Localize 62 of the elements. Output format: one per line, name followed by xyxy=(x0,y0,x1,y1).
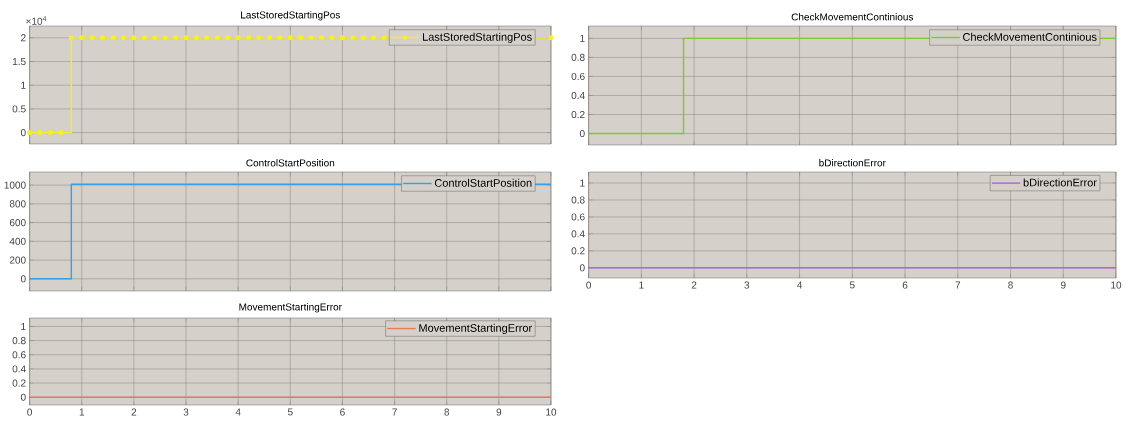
legend-label: bDirectionError xyxy=(1023,178,1097,187)
y-tick-label: 0.4 xyxy=(571,91,585,100)
y-tick-label: 1000 xyxy=(4,181,26,189)
y-tick-label: 0.6 xyxy=(12,351,26,359)
y-tick-label: 0 xyxy=(20,129,26,137)
y-tick-label: 1 xyxy=(580,179,585,187)
y-tick-label: 0.5 xyxy=(12,105,26,113)
y-tick-label: 0.4 xyxy=(12,365,26,373)
x-tick-label: 3 xyxy=(744,281,750,289)
x-tick-label: 6 xyxy=(340,408,345,416)
chart-title: MovementStartingError xyxy=(239,303,342,313)
chart-title: bDirectionError xyxy=(819,159,886,167)
y-tick-label: 200 xyxy=(9,256,26,264)
x-tick-label: 4 xyxy=(235,408,241,416)
y-tick-label: 0.6 xyxy=(571,72,585,80)
y-tick-label: 0 xyxy=(579,264,585,272)
x-tick-label: 8 xyxy=(444,408,450,416)
y-tick-label: 0.2 xyxy=(12,379,26,387)
x-tick-label: 1 xyxy=(79,408,85,416)
x-tick-label: 2 xyxy=(131,408,137,416)
x-tick-label: 1 xyxy=(639,281,644,289)
x-tick-label: 7 xyxy=(392,408,397,416)
x-tick-label: 4 xyxy=(797,281,803,289)
legend-label: ControlStartPosition xyxy=(434,178,532,187)
x-tick-label: 10 xyxy=(546,408,557,416)
x-tick-label: 5 xyxy=(849,281,855,289)
legend-label: CheckMovementContinious xyxy=(963,32,1097,41)
y-tick-label: 0 xyxy=(20,393,26,401)
y-tick-label: 0 xyxy=(20,275,26,283)
x-tick-label: 6 xyxy=(902,281,908,289)
y-tick-label: 0.8 xyxy=(12,337,26,345)
x-tick-label: 9 xyxy=(1060,281,1066,289)
y-tick-label: 2 xyxy=(21,34,26,42)
y-tick-label: 1.5 xyxy=(12,58,26,66)
x-tick-label: 8 xyxy=(1008,281,1013,289)
x-tick-label: 2 xyxy=(691,281,697,289)
y-tick-label: 0.4 xyxy=(571,230,585,238)
legend-label: MovementStartingError xyxy=(419,323,532,335)
x-tick-label: 10 xyxy=(1111,281,1122,289)
y-tick-label: 0.2 xyxy=(571,110,585,119)
y-tick-label: 1 xyxy=(21,323,26,330)
y-tick-label: 0.6 xyxy=(571,213,585,221)
y-tick-label: 0 xyxy=(579,130,585,138)
y-tick-label: 800 xyxy=(9,200,26,208)
y-tick-label: 600 xyxy=(9,219,26,227)
chart-title: LastStoredStartingPos xyxy=(241,11,340,21)
chart-title: CheckMovementContinious xyxy=(791,13,914,21)
x-tick-label: 9 xyxy=(496,408,502,416)
y-tick-label: 400 xyxy=(9,237,26,245)
text: ×10$^{4}$ xyxy=(26,16,47,25)
legend-label: LastStoredStartingPos xyxy=(423,32,532,43)
x-tick-label: 0 xyxy=(586,281,591,289)
y-tick-label: 0.8 xyxy=(571,53,585,61)
y-tick-label: 1 xyxy=(580,34,585,42)
y-tick-label: 0.2 xyxy=(571,247,585,255)
chart-title: ControlStartPosition xyxy=(246,159,335,167)
x-tick-label: 7 xyxy=(955,281,961,289)
y-tick-label: 0.8 xyxy=(571,196,585,204)
x-tick-label: 0 xyxy=(27,408,33,416)
y-tick-label: 1 xyxy=(21,81,26,89)
x-tick-label: 5 xyxy=(287,408,293,416)
x-tick-label: 3 xyxy=(183,408,189,416)
